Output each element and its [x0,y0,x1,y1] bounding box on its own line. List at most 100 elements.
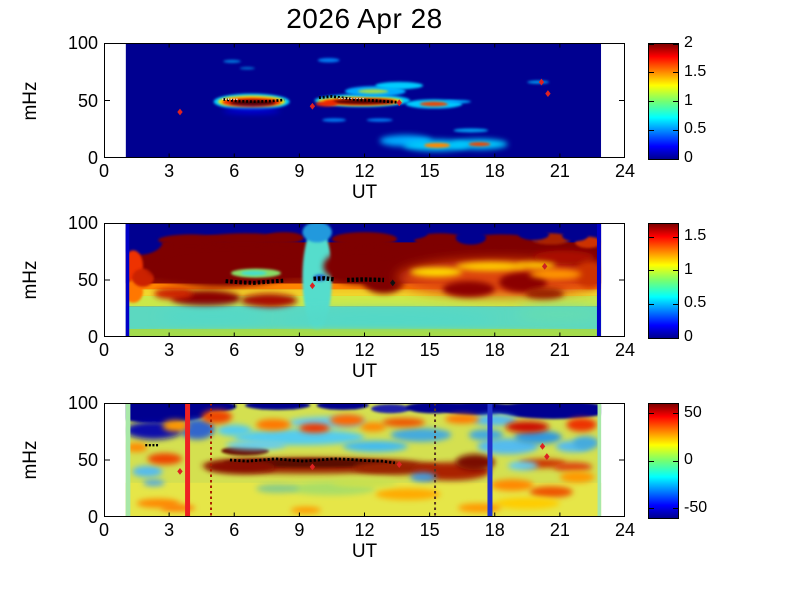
y-tick-label: 0 [87,327,98,347]
x-tick-label: 15 [419,520,440,540]
colorbar-tick-mark [649,72,654,74]
diamond-marker [309,102,316,110]
colorbar-tick-label: 0 [684,328,693,345]
colorbar-tick-mark [673,412,678,414]
colorbar-tick-mark [649,236,654,238]
y-tick-label: 0 [87,507,98,527]
colorbar-tick-mark [649,270,654,272]
x-tick-label: 21 [549,161,570,181]
colorbar-tick-mark [673,270,678,272]
colorbar-tick-label: 1 [684,260,693,278]
x-tick-label: 15 [419,340,440,360]
colorbar-tick-label: 0 [684,451,693,468]
colorbar-tick-mark [649,337,654,339]
x-tick-label: 3 [164,340,175,360]
panel-2-heatmap [104,223,625,337]
y-tick-label: 100 [67,213,98,233]
colorbar-tick-label: -50 [684,498,708,516]
x-tick-label: 3 [164,161,175,181]
colorbar-tick-mark [649,158,654,160]
ridge-trace [223,98,285,103]
colorbar [648,43,679,160]
diamond-marker [177,108,183,116]
colorbar-tick-mark [673,236,678,238]
colorbar-tick-label: 2 [684,34,693,51]
x-tick-label: 21 [549,520,570,540]
x-tick-label: 0 [98,161,110,181]
y-axis-label: mHz [20,80,41,121]
diamond-marker [177,468,183,475]
x-tick-label: 6 [229,340,240,360]
colorbar-tick-mark [673,72,678,74]
x-tick-label: 15 [419,161,440,181]
colorbar-tick-label: 1.5 [684,62,707,80]
y-tick-label: 100 [67,393,98,413]
colorbar-tick-mark [673,43,678,45]
x-tick-label: 12 [354,340,375,360]
diamond-marker [309,282,316,290]
ridge-trace [229,457,396,465]
x-tick-label: 6 [229,161,240,181]
y-tick-label: 100 [67,33,98,53]
colorbar-tick-mark [649,129,654,131]
y-tick-label: 0 [87,148,98,168]
x-tick-label: 6 [229,520,240,540]
ridge-trace [225,278,285,285]
x-axis-label: UT [351,541,378,562]
diamond-marker [390,279,396,287]
diamond-marker [544,453,550,460]
colorbar-tick-mark [649,101,654,102]
panel-3-heatmap [104,403,625,517]
colorbar-tick-label: 1 [684,91,693,109]
colorbar-tick-label: 0.5 [684,120,707,138]
colorbar-tick-mark [673,507,678,509]
colorbar-tick-label: 0.5 [684,294,707,312]
x-tick-label: 0 [98,520,110,540]
colorbar-tick-mark [673,129,678,131]
panel-1-heatmap [104,43,625,158]
colorbar-tick-mark [649,460,654,462]
colorbar-tick-mark [649,43,654,45]
x-tick-label: 21 [549,340,570,360]
heatmap-data-layer [125,43,602,158]
diamond-marker [396,99,402,107]
figure-title: 2026 Apr 28 [286,3,443,34]
x-tick-label: 12 [354,520,375,540]
y-axis-label: mHz [20,260,41,300]
ridge-trace [347,277,385,283]
colorbar-tick-mark [673,460,678,462]
y-axis-label: mHz [20,440,41,480]
y-tick-label: 50 [77,270,98,290]
colorbar-tick-mark [673,101,678,102]
x-tick-label: 0 [98,340,110,360]
x-axis-label: UT [351,182,378,203]
x-axis-label: UT [351,361,378,382]
x-tick-label: 9 [294,520,305,540]
x-tick-label: 9 [294,161,305,181]
colorbar-tick-mark [649,412,654,414]
ridge-trace [318,95,398,104]
colorbar-tick-label: 50 [684,403,702,421]
ridge-trace [313,276,335,282]
x-tick-label: 18 [484,161,505,181]
x-tick-label: 18 [484,340,505,360]
heatmap-data-layer [125,223,602,337]
colorbar-tick-mark [673,337,678,339]
x-tick-label: 24 [614,161,636,181]
x-tick-label: 3 [164,520,175,540]
diamond-marker [545,90,551,98]
heatmap-data-layer [125,403,602,517]
x-tick-label: 24 [614,520,636,540]
colorbar [648,223,679,339]
diamond-marker [309,463,316,471]
colorbar-tick-mark [649,507,654,509]
x-tick-label: 18 [484,520,505,540]
colorbar-tick-label: 1.5 [684,227,707,245]
y-tick-label: 50 [77,90,98,111]
colorbar-tick-mark [673,158,678,160]
x-tick-label: 24 [614,340,636,360]
x-tick-label: 12 [354,161,375,181]
colorbar [648,403,679,519]
colorbar-tick-mark [673,303,678,305]
